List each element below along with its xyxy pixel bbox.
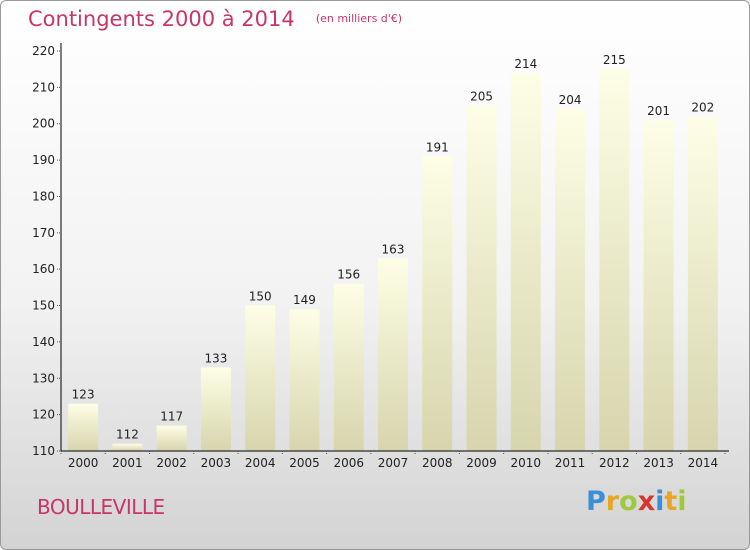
bar [510,72,541,452]
data-label: 191 [426,140,449,154]
bar [378,258,408,451]
bar [245,305,276,451]
bar [687,116,718,452]
x-axis: 2000 2001 2002 2003 2004 2005 2006 2007 2008 2009… [60,450,729,470]
logo-letter: o [619,486,638,517]
bar [466,105,497,451]
x-tick-label: 2003 [201,456,232,470]
data-label: 156 [337,268,360,282]
chart-header: Contingents 2000 à 2014 (en milliers d'€… [28,7,402,31]
x-tick-label: 2002 [156,456,187,470]
x-tick-label: 2012 [599,456,630,470]
bar [333,283,364,451]
x-tick-label: 2000 [68,456,99,470]
y-axis: 110 120 130 140 150 160 170 180 190 200 210 220 [32,43,62,458]
logo-letter: r [605,486,620,517]
y-tick-label: 220 [32,44,55,58]
x-tick-label: 2014 [688,456,719,470]
bar [555,109,586,451]
bar [599,69,630,451]
data-label: 204 [559,93,582,107]
y-tick-label: 170 [32,226,55,240]
chart-subtitle: (en milliers d'€) [315,12,403,25]
bar [422,156,453,452]
data-label: 123 [72,388,95,402]
data-label: 150 [249,290,272,304]
bar [156,425,187,451]
x-tick-label: 2007 [378,456,409,470]
data-label: 149 [293,293,316,307]
logo-letter: i [677,486,687,517]
y-tick-label: 160 [32,262,55,276]
data-label: 112 [116,428,139,442]
y-tick-label: 150 [32,299,55,313]
logo-letter: t [664,486,678,517]
bar [643,120,674,451]
logo-letter: x [637,486,656,517]
y-tick-label: 110 [32,444,55,458]
logo-letter: i [655,486,665,517]
data-label: 215 [603,53,626,67]
x-tick-label: 2001 [112,456,143,470]
x-tick-label: 2004 [245,456,276,470]
y-tick-label: 180 [32,189,55,203]
data-label: 202 [691,100,714,114]
x-tick-label: 2009 [466,456,497,470]
x-tick-label: 2008 [422,456,453,470]
y-tick-label: 210 [32,80,55,94]
town-name: BOULLEVILLE [37,495,165,519]
proxiti-logo: Proxiti [586,486,687,517]
x-tick-label: 2011 [555,456,586,470]
y-tick-label: 190 [32,153,55,167]
x-tick-label: 2005 [289,456,320,470]
bars-group [68,69,718,452]
y-tick-label: 120 [32,408,55,422]
x-tick-label: 2013 [643,456,674,470]
data-label: 163 [382,242,405,256]
bar [289,309,320,451]
bar [112,443,143,451]
data-label: 201 [647,104,670,118]
data-labels-group: 123 112 117 133 150 149 156 163 191 205 214 204 215 2… [72,53,715,442]
x-tick-label: 2010 [511,456,542,470]
data-label: 205 [470,90,493,104]
data-label: 133 [204,351,227,365]
data-label: 214 [514,57,537,71]
bar [68,403,99,451]
y-tick-label: 200 [32,117,55,131]
logo-letter: P [586,486,606,517]
data-label: 117 [160,410,183,424]
x-tick-label: 2006 [333,456,364,470]
y-tick-label: 130 [32,371,55,385]
y-tick-label: 140 [32,335,55,349]
bar [200,367,231,451]
chart-title: Contingents 2000 à 2014 [28,7,295,31]
